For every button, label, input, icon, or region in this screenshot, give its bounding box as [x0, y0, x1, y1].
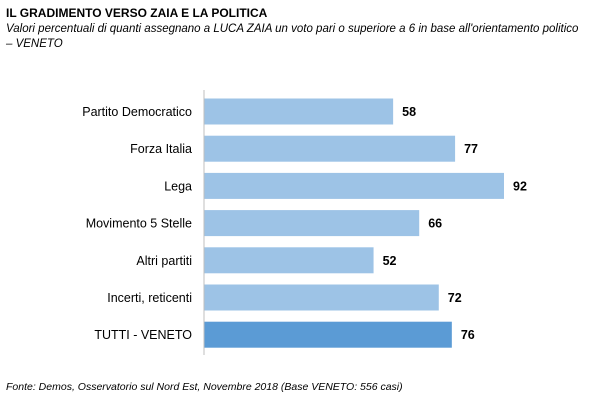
value-label-6: 76 [461, 328, 475, 342]
value-label-2: 92 [513, 179, 527, 193]
category-label-6: TUTTI - VENETO [94, 328, 192, 342]
value-label-3: 66 [428, 217, 442, 231]
bar-1 [204, 135, 456, 162]
bar-5 [204, 284, 439, 311]
category-label-4: Altri partiti [136, 254, 192, 268]
category-label-5: Incerti, reticenti [107, 291, 192, 305]
bar-3 [204, 210, 420, 237]
category-label-3: Movimento 5 Stelle [86, 217, 192, 231]
bars-layer: Partito Democratico 58 Forza Italia 77 Lega 9… [82, 98, 527, 348]
bar-0 [204, 98, 394, 125]
bar-4 [204, 247, 374, 274]
bar-6 [204, 321, 452, 348]
category-label-2: Lega [164, 179, 192, 193]
value-label-4: 52 [383, 254, 397, 268]
category-label-1: Forza Italia [130, 142, 192, 156]
value-label-0: 58 [402, 105, 416, 119]
category-label-0: Partito Democratico [82, 105, 192, 119]
bar-2 [204, 172, 504, 199]
chart-subtitle: Valori percentuali di quanti assegnano a… [6, 23, 579, 50]
value-label-5: 72 [448, 291, 462, 305]
chart-title: IL GRADIMENTO VERSO ZAIA E LA POLITICA [6, 6, 268, 20]
chart-source: Fonte: Demos, Osservatorio sul Nord Est,… [6, 381, 403, 393]
value-label-1: 77 [464, 142, 478, 156]
